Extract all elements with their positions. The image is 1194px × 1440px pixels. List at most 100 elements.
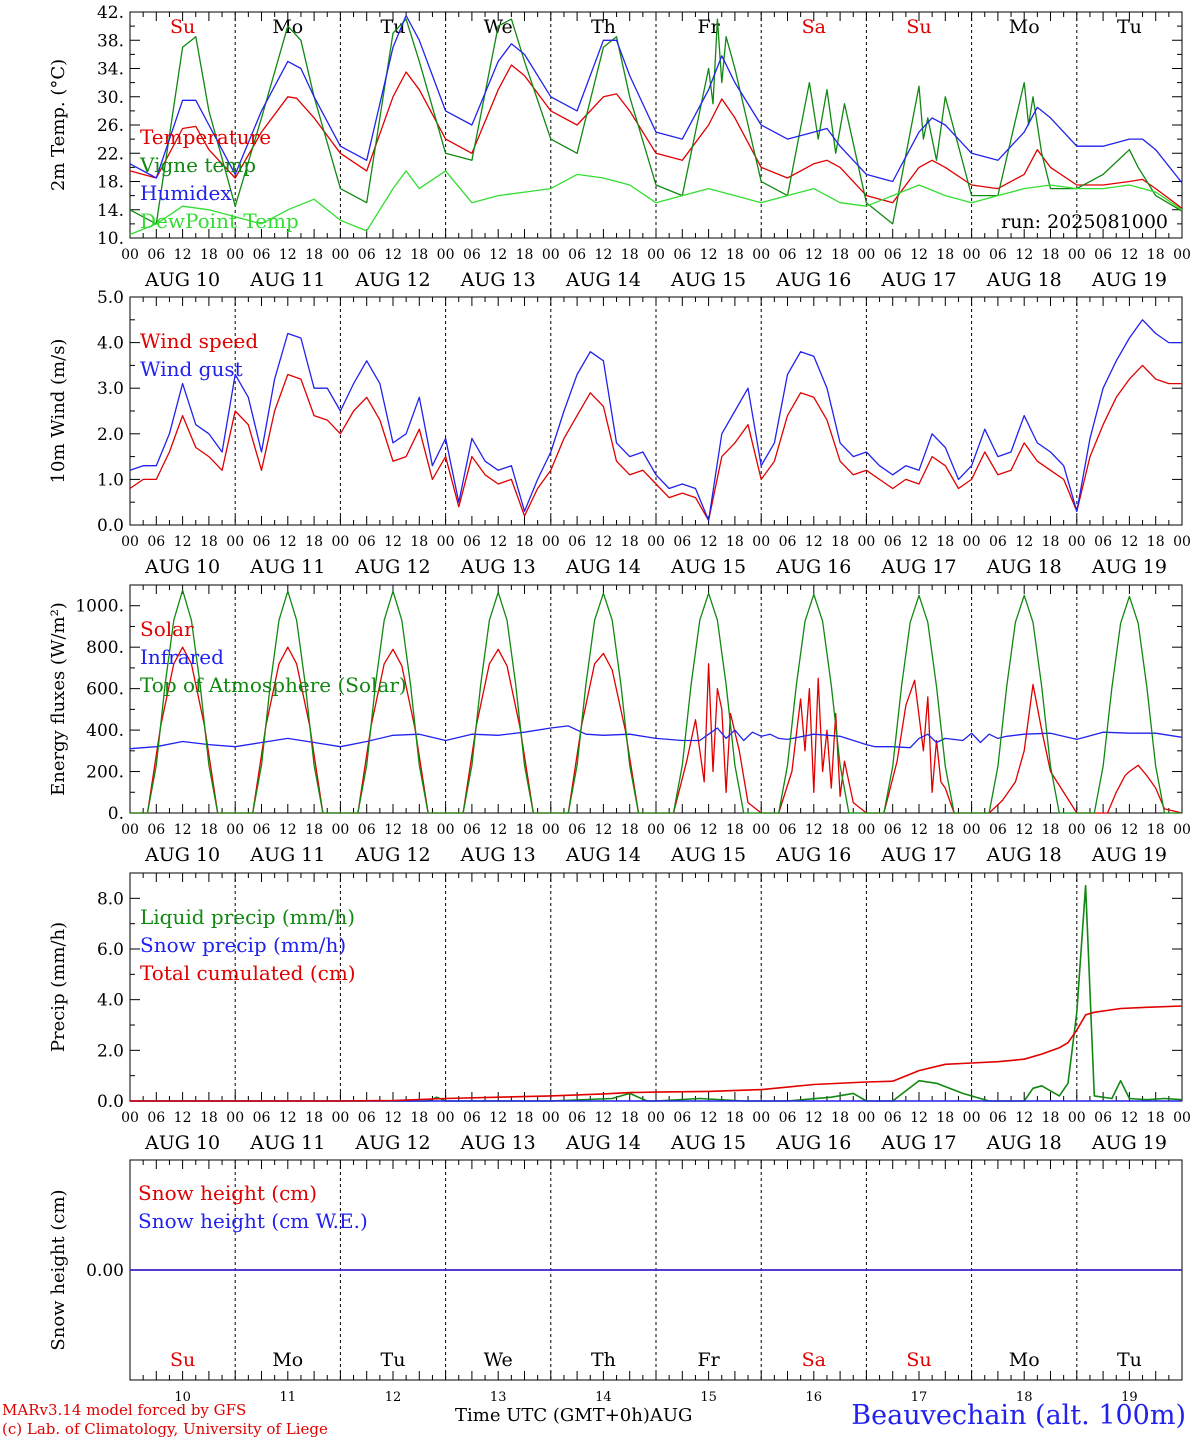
x-hour-label: 18 <box>936 1110 954 1126</box>
weekday-label: Fr <box>697 16 720 38</box>
x-hour-label: 00 <box>331 247 349 263</box>
x-hour-label: 00 <box>963 822 981 838</box>
x-hour-label: 18 <box>621 247 639 263</box>
x-date-label: AUG 17 <box>880 269 956 291</box>
x-hour-label: 00 <box>752 534 770 550</box>
x-hour-label: 12 <box>700 534 718 550</box>
x-hour-label: 12 <box>384 822 402 838</box>
series-line-humidex <box>129 14 1183 184</box>
x-hour-label: 18 <box>831 534 849 550</box>
y-axis-title: Snow height (cm) <box>48 1189 69 1350</box>
x-hour-label: 12 <box>594 822 612 838</box>
x-day-number-label: 18 <box>1016 1390 1033 1405</box>
y-tick-label: 38. <box>97 31 124 51</box>
x-hour-label: 00 <box>752 1110 770 1126</box>
x-hour-label: 06 <box>253 822 271 838</box>
x-hour-label: 18 <box>1147 1110 1165 1126</box>
x-date-label: AUG 11 <box>249 844 325 866</box>
y-tick-label: 1.0 <box>97 470 124 490</box>
x-hour-label: 12 <box>805 247 823 263</box>
x-hour-label: 12 <box>700 247 718 263</box>
weekday-label: Tu <box>1117 16 1142 38</box>
x-date-label: AUG 18 <box>986 269 1062 291</box>
y-tick-label: 800. <box>86 638 124 658</box>
x-hour-label: 00 <box>331 822 349 838</box>
x-hour-label: 00 <box>647 534 665 550</box>
x-day-number-label: 14 <box>595 1390 612 1405</box>
x-hour-label: 06 <box>779 247 797 263</box>
x-hour-label: 18 <box>726 822 744 838</box>
x-hour-label: 06 <box>1094 247 1112 263</box>
y-tick-label: 0.0 <box>97 1092 124 1112</box>
x-hour-label: 18 <box>410 822 428 838</box>
x-hour-label: 06 <box>989 247 1007 263</box>
x-hour-label: 00 <box>963 247 981 263</box>
x-day-number-label: 19 <box>1121 1390 1138 1405</box>
x-hour-label: 00 <box>226 247 244 263</box>
x-day-number-label: 13 <box>490 1390 507 1405</box>
x-hour-label: 06 <box>147 1110 165 1126</box>
legend-entry: Snow precip (mm/h) <box>140 933 346 957</box>
x-hour-label: 18 <box>516 1110 534 1126</box>
x-hour-label: 18 <box>516 822 534 838</box>
x-hour-label: 06 <box>568 822 586 838</box>
x-hour-label: 06 <box>147 534 165 550</box>
x-hour-label: 18 <box>831 822 849 838</box>
y-tick-label: 14. <box>97 201 124 221</box>
x-hour-label: 18 <box>621 534 639 550</box>
y-tick-label: 0.0 <box>97 516 124 536</box>
x-hour-label: 12 <box>910 534 928 550</box>
x-hour-label: 12 <box>700 822 718 838</box>
y-tick-label: 400. <box>86 721 124 741</box>
x-hour-label: 18 <box>1042 1110 1060 1126</box>
x-hour-label: 00 <box>1068 534 1086 550</box>
x-hour-label: 06 <box>463 534 481 550</box>
x-hour-label: 06 <box>884 534 902 550</box>
x-hour-label: 00 <box>331 534 349 550</box>
x-date-label: AUG 11 <box>249 556 325 578</box>
weekday-label: Mo <box>1009 16 1040 38</box>
x-hour-label: 12 <box>489 1110 507 1126</box>
legend-entry: Wind gust <box>140 357 243 381</box>
weekday-label: We <box>484 1349 513 1371</box>
y-tick-label: 200. <box>86 763 124 783</box>
x-date-label: AUG 16 <box>775 269 851 291</box>
x-day-number-label: 11 <box>280 1390 297 1405</box>
x-hour-label: 00 <box>121 822 139 838</box>
x-hour-label: 18 <box>831 247 849 263</box>
panel-temp: 10. 14. 18. 22. 26. 30. 34. 38. 42. 2m Temp. (°C)… <box>48 3 1191 291</box>
x-hour-label: 06 <box>358 534 376 550</box>
x-hour-label: 18 <box>726 534 744 550</box>
y-tick-label: 26. <box>97 116 124 136</box>
legend-entry: Liquid precip (mm/h) <box>140 905 355 929</box>
x-hour-label: 06 <box>358 1110 376 1126</box>
x-date-label: AUG 14 <box>565 844 641 866</box>
x-hour-label: 06 <box>568 247 586 263</box>
panel-precip: 0.0 2.0 4.0 6.0 8.0 Precip (mm/h) 00 06 12 18 00 06… <box>48 872 1191 1154</box>
x-hour-label: 06 <box>1094 822 1112 838</box>
x-hour-label: 06 <box>253 1110 271 1126</box>
x-hour-label: 06 <box>253 534 271 550</box>
weekday-label: Su <box>906 1349 931 1371</box>
x-hour-label: 12 <box>910 1110 928 1126</box>
x-date-label: AUG 18 <box>986 1132 1062 1154</box>
x-date-label: AUG 15 <box>670 844 746 866</box>
x-hour-label: 00 <box>226 534 244 550</box>
x-hour-label: 12 <box>594 247 612 263</box>
x-hour-label: 12 <box>279 247 297 263</box>
y-tick-label: 5.0 <box>97 288 124 308</box>
x-hour-label: 18 <box>305 1110 323 1126</box>
legend-entry: DewPoint Temp <box>140 209 299 233</box>
x-hour-label: 18 <box>200 247 218 263</box>
x-hour-label: 18 <box>936 822 954 838</box>
x-hour-label: 12 <box>700 1110 718 1126</box>
x-axis-labels: 00 06 12 18 00 06 12 18 00 06 12 18 00 06 12 18 00 06 12 18… <box>121 822 1191 866</box>
x-hour-label: 00 <box>1173 247 1191 263</box>
x-axis-labels: 00 06 12 18 00 06 12 18 00 06 12 18 00 06 12 18 00 06 12 18… <box>121 247 1191 291</box>
x-axis-labels: 00 06 12 18 00 06 12 18 00 06 12 18 00 06 12 18 00 06 12 18… <box>121 534 1191 578</box>
x-day-number-label: 15 <box>700 1390 717 1405</box>
panel-snow: 0.00 Snow height (cm) Su Mo Tu We Th Fr Sa Su Mo Tu… <box>48 1159 1183 1405</box>
x-hour-label: 00 <box>963 1110 981 1126</box>
y-tick-label: 30. <box>97 88 124 108</box>
weekday-label: Th <box>591 1349 616 1371</box>
